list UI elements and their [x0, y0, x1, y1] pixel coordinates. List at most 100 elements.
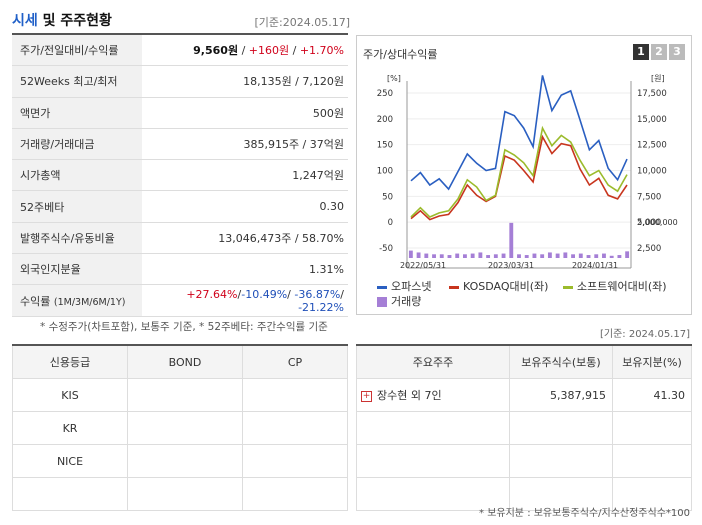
y-right-tick-label: 12,500 [637, 141, 667, 151]
y-left-tick-label: 100 [377, 167, 393, 177]
volume-bar [578, 253, 583, 258]
stat-label: 외국인지분율 [12, 253, 142, 286]
cp-rating [242, 378, 348, 412]
volume-bar [509, 222, 514, 258]
stat-label: 52Weeks 최고/최저 [12, 65, 142, 98]
volume-bar [416, 252, 421, 258]
table-header-row: 주요주주 보유주식수(보통) 보유지분(%) [356, 344, 692, 379]
column-header: 보유주식수(보통) [509, 344, 613, 379]
major-shareholders-table: 주요주주 보유주식수(보통) 보유지분(%) + 장수현 외 7인 5,387,9… [356, 344, 692, 511]
cp-rating [242, 411, 348, 445]
chart-page-1-button[interactable]: 1 [633, 44, 649, 60]
volume-bar [602, 253, 606, 258]
volume-bar [594, 254, 599, 258]
volume-tick-label: 2,000,000 [637, 218, 678, 227]
bond-rating [127, 444, 243, 478]
y-left-tick-label: 200 [377, 115, 393, 125]
bond-rating [127, 477, 243, 511]
volume-bar [586, 255, 591, 258]
y-left-tick-label: 250 [377, 89, 393, 99]
stat-value: 500원 [142, 97, 348, 129]
series-line-3 [410, 125, 628, 218]
volume-bar [617, 255, 622, 258]
chart-panel: 주가/상대수익률 1 2 3 250 200 150 100 50 0 -50 17,500 1… [356, 35, 692, 315]
y-right-tick-label: 5,000 [637, 218, 661, 228]
legend-swatch [377, 285, 387, 289]
series-line-2 [410, 134, 628, 221]
volume-bar [625, 251, 630, 258]
base-date: [기준:2024.05.17] [254, 16, 350, 29]
chart-page-2-button[interactable]: 2 [651, 44, 667, 60]
cp-rating [242, 477, 348, 511]
stat-value: 18,135원 / 7,120원 [142, 65, 348, 98]
y-right-tick-label: 7,500 [637, 192, 661, 202]
volume-bar [524, 255, 529, 258]
stat-value: 9,560원 / +160원 / +1.70% [142, 35, 348, 67]
table-row: 52주베타 0.30 [12, 190, 348, 223]
stat-label: 52주베타 [12, 190, 142, 223]
volume-bar [432, 254, 436, 258]
cp-rating [242, 444, 348, 478]
volume-bar [555, 253, 560, 258]
legend-swatch [449, 285, 459, 289]
table-row: 발행주식수/유동비율 13,046,473주 / 58.70% [12, 222, 348, 255]
chart-page-3-button[interactable]: 3 [669, 44, 685, 60]
legend-swatch [377, 297, 387, 307]
volume-bar [609, 255, 614, 258]
legend-kosdaq: KOSDAQ대비(좌) [449, 278, 548, 294]
volume-bar [447, 255, 452, 258]
y-right-tick-label: 17,500 [637, 89, 667, 99]
ownership-pct: 41.30 [612, 378, 692, 412]
volume-bar [563, 252, 568, 258]
expand-icon[interactable]: + [361, 390, 372, 402]
volume-bar [408, 250, 413, 258]
legend-swatch [563, 285, 573, 289]
table-row: 액면가 500원 [12, 97, 348, 129]
column-header: CP [242, 344, 348, 379]
stat-value: 1,247억원 [142, 159, 348, 192]
table-row: 시가총액 1,247억원 [12, 159, 348, 192]
table-row: 수익률 (1M/3M/6M/1Y) +27.64%/-10.49%/ -36.8… [12, 284, 348, 317]
right-unit-label: [원] [651, 74, 665, 83]
table-row: KIS [12, 378, 348, 412]
left-unit-label: [%] [387, 74, 401, 83]
shareholder-name[interactable]: + 장수현 외 7인 [356, 378, 510, 412]
table-row: 52Weeks 최고/최저 18,135원 / 7,120원 [12, 65, 348, 98]
stat-label: 시가총액 [12, 159, 142, 192]
table-row: 외국인지분율 1.31% [12, 253, 348, 286]
agency-name: KR [12, 411, 128, 445]
stat-value: 1.31% [142, 253, 348, 286]
stat-value: 13,046,473주 / 58.70% [142, 222, 348, 255]
table-header-row: 신용등급 BOND CP [12, 344, 348, 379]
legend-volume: 거래량 [377, 293, 421, 309]
table-row: + 장수현 외 7인 5,387,915 41.30 [356, 378, 692, 412]
base-date-note: [기준: 2024.05.17] [599, 329, 690, 340]
x-tick-label: 2024/01/31 [572, 261, 618, 270]
volume-bar [463, 254, 467, 258]
table-row [12, 477, 348, 511]
credit-rating-table: 신용등급 BOND CP KIS KR NICE [12, 344, 348, 511]
volume-bar [486, 255, 491, 258]
legend-software: 소프트웨어대비(좌) [563, 278, 667, 294]
volume-bar [470, 253, 475, 258]
volume-bar [493, 254, 498, 258]
bond-rating [127, 411, 243, 445]
agency-name [12, 477, 128, 511]
series-line-1 [410, 75, 628, 191]
y-right-tick-label: 10,000 [637, 167, 667, 177]
ownership-footnote: * 보유지분 : 보유보통주식수/지수산정주식수*100 [479, 508, 690, 519]
y-left-tick-label: 0 [388, 218, 393, 228]
divider [12, 33, 348, 35]
stat-label: 발행주식수/유동비율 [12, 222, 142, 255]
volume-bar [517, 254, 521, 258]
volume-bar [547, 252, 552, 258]
section-title: 시세 및 주주현황 [12, 13, 112, 29]
volume-bar [455, 253, 460, 258]
volume-bar [540, 254, 545, 258]
stat-value: +27.64%/-10.49%/ -36.87%/ -21.22% [142, 284, 348, 317]
price-chart: 250 200 150 100 50 0 -50 17,500 15,000 12,500 10,0… [377, 74, 678, 270]
table-row [356, 411, 692, 445]
column-header: BOND [127, 344, 243, 379]
stat-value: 0.30 [142, 190, 348, 223]
chart-title: 주가/상대수익률 [363, 48, 438, 61]
